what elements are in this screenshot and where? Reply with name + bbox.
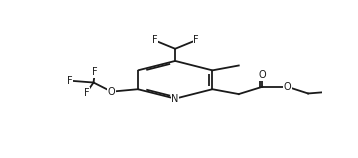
- Text: F: F: [67, 76, 73, 86]
- Text: N: N: [171, 94, 179, 104]
- Text: F: F: [92, 67, 98, 77]
- Text: F: F: [84, 88, 90, 97]
- Text: O: O: [284, 82, 291, 92]
- Text: F: F: [151, 35, 157, 45]
- Text: F: F: [193, 35, 199, 45]
- Text: O: O: [258, 70, 266, 80]
- Text: O: O: [108, 87, 115, 97]
